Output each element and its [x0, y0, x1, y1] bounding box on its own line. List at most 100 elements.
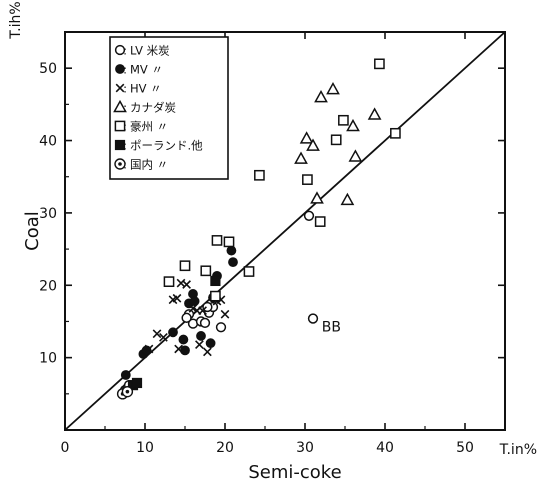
- data-point-open-circle: [199, 317, 211, 329]
- y-tick-label: 20: [39, 278, 57, 294]
- x-axis-title: Semi-coke: [248, 462, 341, 483]
- legend-colon: :: [123, 158, 127, 172]
- data-point-x: [172, 293, 182, 303]
- legend-colon: :: [123, 44, 127, 58]
- data-point-open-circle: [202, 301, 213, 313]
- legend-colon: :: [123, 63, 127, 77]
- data-point-open-square: [302, 174, 313, 185]
- labels-layer: Semi-coke Coal T.in% T.ih% BB: [8, 1, 537, 483]
- legend-label: カナダ炭: [130, 101, 176, 115]
- legend-box: [109, 36, 229, 180]
- data-point-open-circle: [303, 210, 315, 221]
- data-point-open-triangle: [294, 151, 308, 164]
- data-point-filled-circle: [226, 245, 237, 256]
- data-point-filled-square: [131, 377, 143, 389]
- data-point-filled-square: [210, 275, 221, 287]
- legend-marker-x: [115, 83, 125, 93]
- data-point-open-triangle: [340, 192, 355, 206]
- data-point-open-square: [163, 276, 175, 288]
- series-open-triangle: [294, 82, 382, 206]
- data-point-open-square: [254, 169, 265, 181]
- data-point-open-square: [338, 114, 349, 126]
- x-tick-label: 10: [136, 440, 154, 456]
- data-point-x: [176, 278, 186, 288]
- legend-marker-double-circle-inner: [118, 162, 122, 166]
- legend-colon: :: [123, 82, 127, 96]
- legend-label: 豪州 〃: [130, 120, 168, 134]
- data-point-x: [152, 329, 162, 339]
- axes-layer: [64, 31, 506, 431]
- legend-colon: :: [123, 101, 127, 115]
- legend-label: ポーランド.他: [130, 139, 203, 153]
- data-point-open-square: [179, 260, 191, 272]
- legend-label: LV 米炭: [130, 44, 170, 58]
- data-point-open-square: [314, 216, 326, 227]
- x-axis-unit: T.in%: [499, 442, 537, 458]
- data-point-filled-circle: [205, 338, 216, 349]
- data-point-filled-circle: [168, 327, 178, 338]
- y-tick-label: 30: [39, 206, 57, 222]
- series-filled-square: [127, 275, 221, 391]
- legend-marker-double-circle: [114, 158, 126, 170]
- y-tick-label: 50: [39, 61, 57, 77]
- x-tick-label: 50: [456, 440, 474, 456]
- data-point-open-circle: [215, 322, 227, 333]
- data-point-double-circle: [121, 385, 134, 398]
- data-point-open-circle: [181, 312, 192, 323]
- legend-label: 国内 〃: [130, 158, 168, 172]
- x-tick-label: 0: [61, 440, 70, 456]
- data-point-open-triangle: [314, 89, 328, 103]
- legend-marker-filled-circle: [115, 64, 125, 74]
- data-point-open-triangle: [310, 191, 324, 204]
- data-point-filled-circle: [196, 331, 206, 341]
- x-tick-label: 30: [296, 440, 314, 456]
- series-x: [144, 278, 230, 357]
- data-point-x: [174, 344, 183, 354]
- data-point-open-triangle: [326, 82, 340, 95]
- series-open-square: [163, 58, 401, 302]
- data-point-open-triangle: [306, 138, 320, 151]
- data-point-open-square: [211, 235, 223, 246]
- plot-frame: [64, 31, 506, 431]
- legend-marker-open-square: [114, 120, 126, 132]
- data-point-open-square: [330, 134, 342, 146]
- data-point-open-triangle: [299, 131, 314, 144]
- legend-label: MV 〃: [130, 63, 163, 77]
- legend-colon: :: [123, 139, 127, 153]
- data-point-filled-circle: [120, 370, 131, 380]
- legend: LV 米炭:MV 〃:HV 〃:カナダ炭:豪州 〃:ポーランド.他:国内 〃:: [109, 36, 229, 180]
- data-point-open-square: [390, 127, 401, 139]
- data-point-filled-circle: [180, 345, 190, 356]
- series-filled-circle: [120, 245, 238, 380]
- x-tick-label: 40: [376, 440, 394, 456]
- data-point-x: [220, 309, 230, 319]
- data-point-open-square: [210, 290, 221, 302]
- data-point-double-circle-inner: [125, 389, 130, 394]
- data-point-filled-circle: [189, 296, 200, 307]
- data-point-open-circle: [307, 313, 319, 324]
- data-point-x: [182, 280, 191, 289]
- y-axis-title: Coal: [22, 211, 43, 251]
- data-point-open-triangle: [346, 118, 360, 132]
- data-point-filled-circle: [178, 334, 189, 345]
- legend-marker-open-circle: [114, 44, 126, 56]
- y-tick-label: 40: [39, 134, 57, 150]
- points-layer: [116, 58, 401, 400]
- data-point-open-square: [223, 236, 235, 248]
- legend-label: HV 〃: [130, 82, 162, 96]
- y-tick-label: 10: [39, 351, 57, 367]
- data-point-open-square: [243, 266, 255, 277]
- annotation-label: BB: [322, 320, 341, 336]
- data-point-open-square: [200, 265, 212, 277]
- data-point-filled-circle: [228, 257, 238, 268]
- legend-colon: :: [123, 120, 127, 134]
- data-point-open-triangle: [367, 107, 382, 120]
- legend-marker-open-triangle: [113, 99, 127, 113]
- data-point-x: [159, 333, 168, 342]
- data-point-x: [195, 340, 204, 349]
- reference-line-y-equals-x: [64, 31, 506, 431]
- data-point-x: [198, 306, 207, 315]
- x-tick-label: 20: [216, 440, 234, 456]
- data-point-open-triangle: [348, 149, 363, 162]
